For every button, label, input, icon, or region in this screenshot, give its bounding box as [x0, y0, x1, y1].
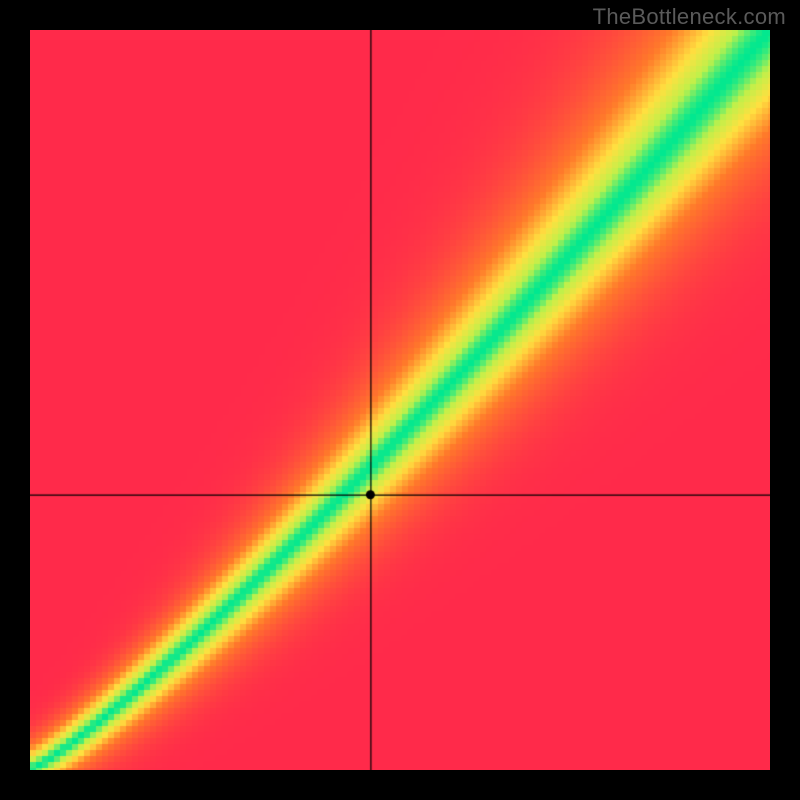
- heatmap-canvas: [30, 30, 770, 770]
- chart-container: TheBottleneck.com: [0, 0, 800, 800]
- plot-area: [30, 30, 770, 770]
- watermark-text: TheBottleneck.com: [593, 4, 786, 30]
